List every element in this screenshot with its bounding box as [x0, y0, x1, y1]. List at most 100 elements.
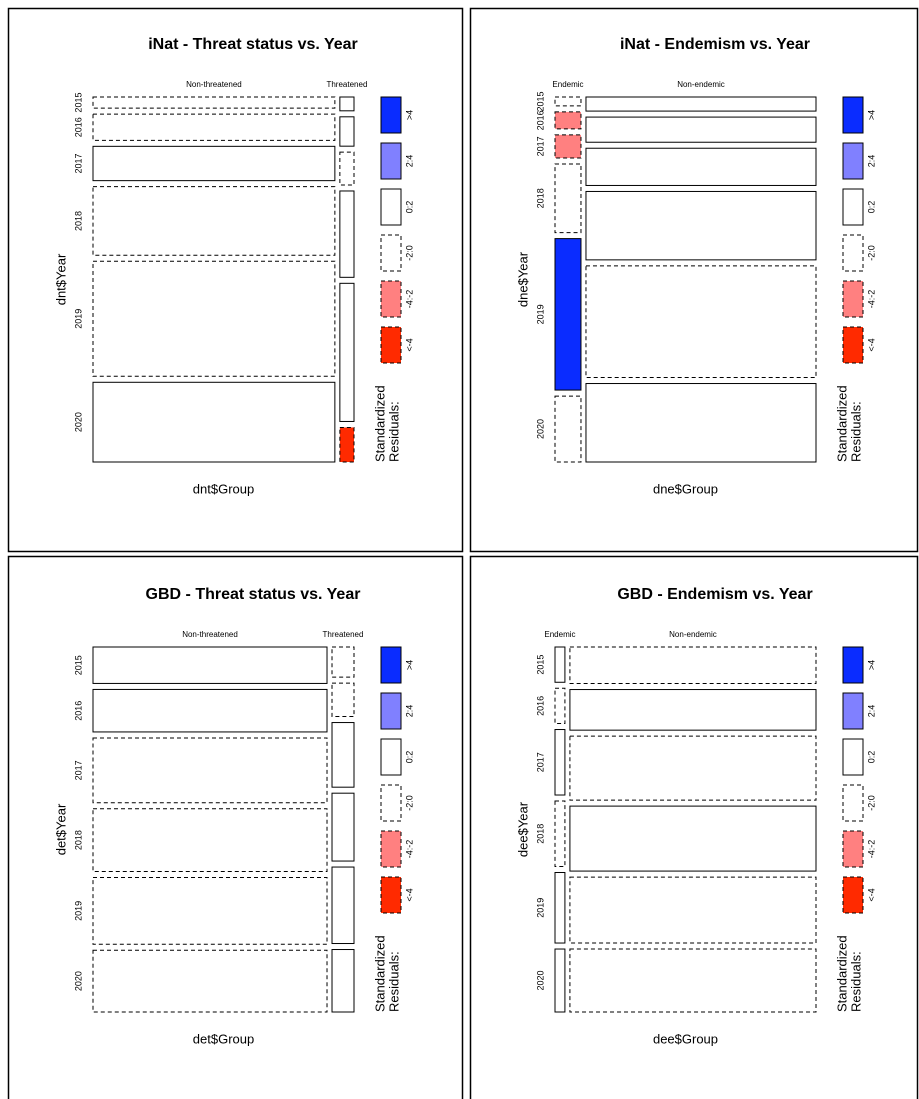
y-tick-label: 2018: [535, 824, 545, 844]
legend-label: 2:4: [866, 705, 876, 718]
y-tick-label: 2019: [535, 304, 545, 324]
legend-label: 0:2: [404, 751, 414, 764]
mosaic-tile: [331, 682, 355, 718]
legend-swatch: [380, 876, 402, 914]
legend-label: -4:-2: [404, 840, 414, 859]
mosaic-tile: [92, 381, 336, 463]
chart-title: GBD - Endemism vs. Year: [617, 586, 812, 603]
mosaic-tile: [554, 872, 566, 944]
mosaic-tile: [554, 163, 582, 234]
y-tick-label: 2019: [73, 309, 83, 329]
mosaic-tile: [554, 96, 582, 107]
y-axis-label: dnt$Year: [53, 253, 68, 305]
panel: iNat - Endemism vs. Year dne$Group dne$Yea…: [515, 36, 876, 496]
legend-title: Standardized: [834, 935, 849, 1012]
y-tick-label: 2019: [535, 898, 545, 918]
mosaic-tile: [331, 866, 355, 945]
mosaic-tile: [554, 729, 566, 796]
legend-label: >4: [404, 660, 414, 670]
legend-swatch: [842, 280, 864, 318]
legend-swatch: [842, 738, 864, 776]
mosaic-tile: [554, 948, 566, 1013]
mosaic-tile: [554, 238, 582, 391]
y-tick-label: 2015: [73, 655, 83, 675]
chart-title: GBD - Threat status vs. Year: [146, 586, 361, 603]
y-tick-label: 2020: [73, 412, 83, 432]
legend-label: 2:4: [404, 705, 414, 718]
y-tick-label: 2017: [73, 760, 83, 780]
legend-label: >4: [866, 110, 876, 120]
y-axis-label: dee$Year: [515, 801, 530, 857]
y-tick-label: 2016: [73, 701, 83, 721]
y-tick-label: 2018: [73, 211, 83, 231]
column-label: Threatened: [326, 80, 367, 89]
y-tick-label: 2017: [73, 153, 83, 173]
mosaic-tile: [92, 186, 336, 256]
legend-label: >4: [866, 660, 876, 670]
chart-title: iNat - Endemism vs. Year: [620, 36, 810, 53]
y-tick-label: 2015: [535, 91, 545, 111]
column-label: Endemic: [552, 80, 583, 89]
x-axis-label: dnt$Group: [193, 481, 254, 496]
y-tick-label: 2020: [73, 971, 83, 991]
mosaic-tile: [92, 145, 336, 182]
legend-swatch: [842, 188, 864, 226]
legend-label: -2:0: [404, 245, 414, 261]
panel-border: [7, 7, 464, 553]
legend-title: Standardized: [372, 935, 387, 1012]
legend-swatch: [842, 326, 864, 364]
panel-border: [469, 555, 919, 1099]
legend-title: Standardized: [834, 385, 849, 462]
y-tick-label: 2017: [535, 752, 545, 772]
x-axis-label: det$Group: [193, 1031, 254, 1046]
legend-swatch: [380, 326, 402, 364]
x-axis-label: dee$Group: [653, 1031, 718, 1046]
mosaic-tile: [569, 689, 817, 731]
y-tick-label: 2016: [73, 117, 83, 137]
mosaic-tile: [554, 687, 566, 725]
mosaic-tile: [569, 805, 817, 872]
legend-swatch: [842, 830, 864, 868]
legend-swatch: [380, 738, 402, 776]
legend-label: 0:2: [866, 201, 876, 214]
mosaic-tile: [92, 876, 328, 945]
legend-label: -2:0: [866, 245, 876, 261]
mosaic-tile: [569, 646, 817, 685]
legend-label: -4:-2: [866, 840, 876, 859]
mosaic-tile: [339, 190, 355, 278]
chart-title: iNat - Threat status vs. Year: [148, 36, 358, 53]
y-tick-label: 2016: [535, 110, 545, 130]
mosaic-tile: [339, 426, 355, 463]
legend-swatch: [842, 234, 864, 272]
legend-swatch: [380, 142, 402, 180]
legend-label: -2:0: [866, 795, 876, 811]
legend-label: 2:4: [866, 155, 876, 168]
legend-swatch: [380, 188, 402, 226]
mosaic-tile: [92, 646, 328, 684]
mosaic-tile: [585, 116, 817, 143]
panel: GBD - Threat status vs. Year det$Group det…: [53, 586, 414, 1046]
legend-label: 0:2: [866, 751, 876, 764]
legend-swatch: [380, 646, 402, 684]
mosaic-tile: [339, 116, 355, 147]
panel-border: [469, 7, 919, 553]
column-label: Threatened: [323, 630, 364, 639]
mosaic-tile: [339, 96, 355, 112]
mosaic-tile: [554, 111, 582, 130]
mosaic-tile: [339, 151, 355, 186]
column-label: Non-endemic: [677, 80, 725, 89]
mosaic-tile: [569, 876, 817, 944]
mosaic-tile: [331, 792, 355, 862]
legend-label: -4:-2: [866, 290, 876, 309]
mosaic-tile: [585, 265, 817, 379]
legend-swatch: [842, 142, 864, 180]
mosaic-tile: [92, 808, 328, 872]
mosaic-tile: [585, 190, 817, 261]
mosaic-tile: [331, 722, 355, 788]
legend-label: <-4: [404, 888, 414, 901]
y-tick-label: 2020: [535, 970, 545, 990]
legend-swatch: [380, 280, 402, 318]
mosaic-tile: [331, 646, 355, 678]
column-label: Non-threatened: [182, 630, 238, 639]
legend-swatch: [380, 784, 402, 822]
